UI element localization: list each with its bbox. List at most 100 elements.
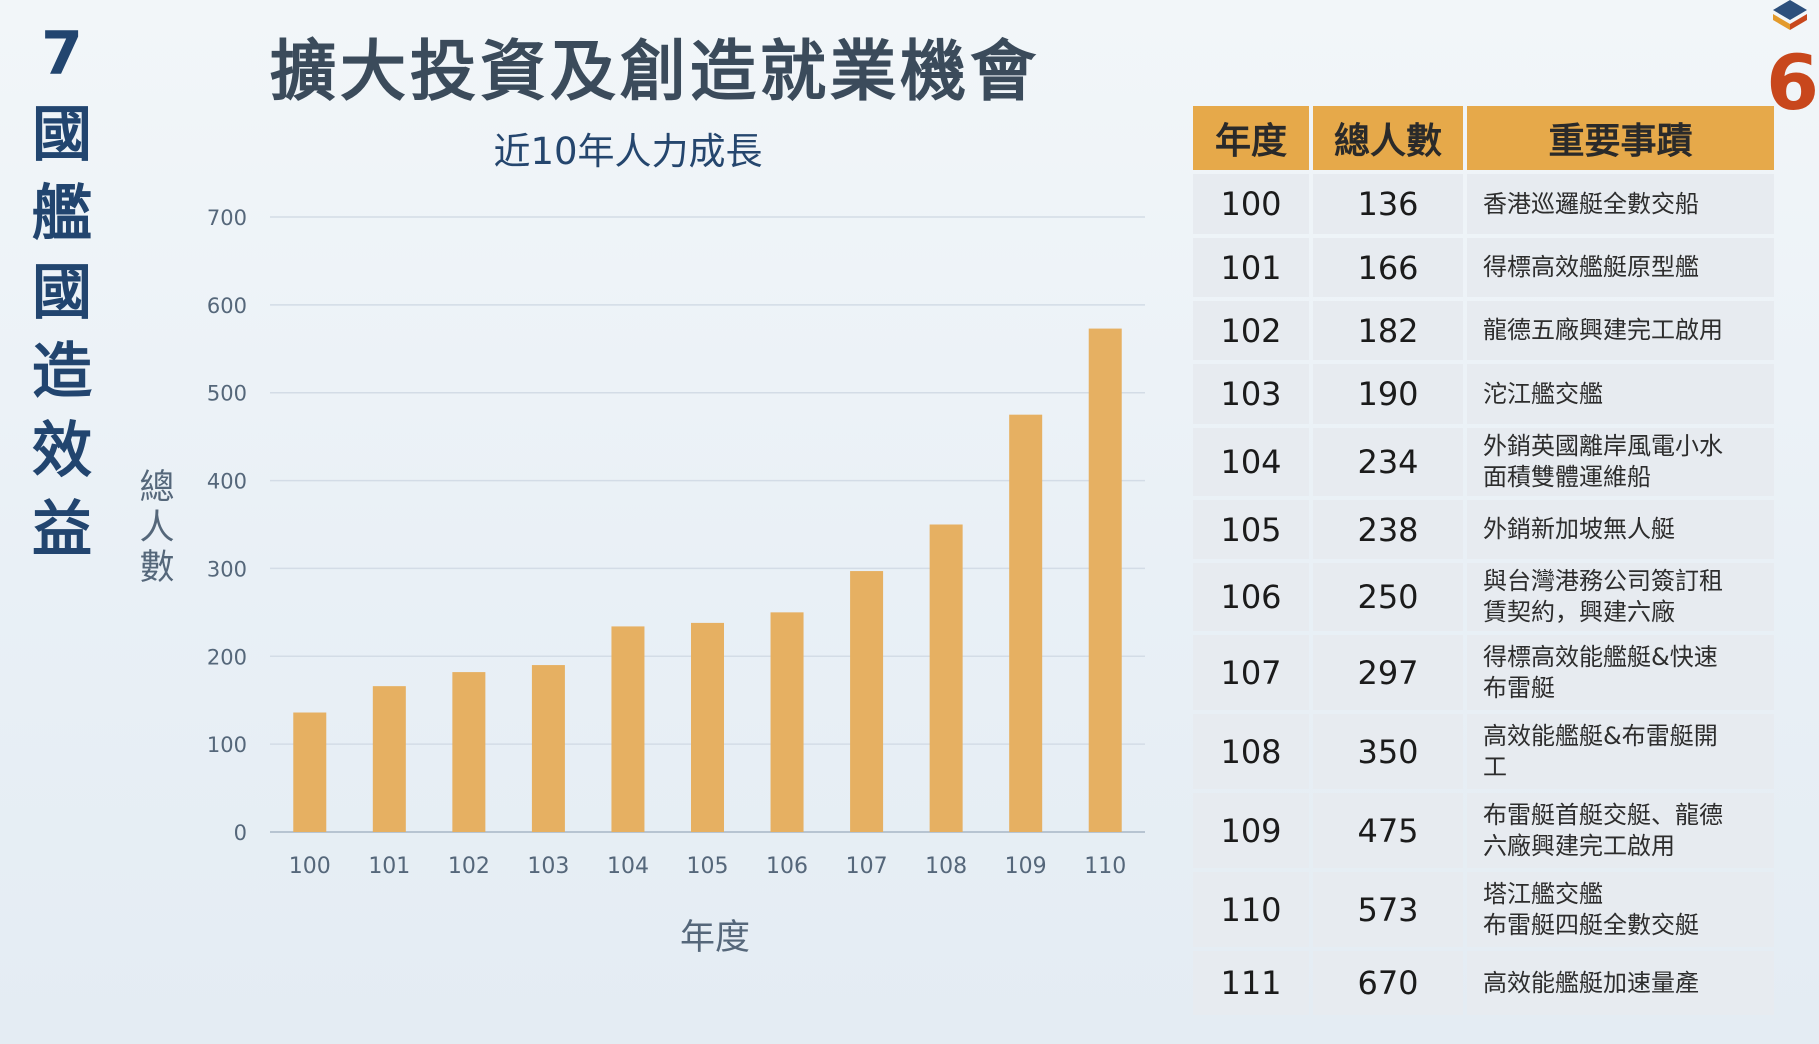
- cell-year: 103: [1193, 364, 1309, 424]
- header-year: 年度: [1193, 106, 1309, 170]
- y-tick-label: 300: [207, 557, 247, 581]
- cell-year: 111: [1193, 951, 1309, 1015]
- y-axis-label: 總人數: [139, 468, 174, 588]
- cell-event: 外銷新加坡無人艇: [1467, 500, 1774, 559]
- cell-year: 109: [1193, 793, 1309, 868]
- table-row: 110 573 塔江艦交艦 布雷艇四艇全數交艇: [1193, 872, 1778, 947]
- side-title-char: 造: [32, 337, 92, 407]
- cell-year: 104: [1193, 428, 1309, 496]
- table-row: 109 475 布雷艇首艇交艇、龍德 六廠興建完工啟用: [1193, 793, 1778, 868]
- x-tick-label: 108: [925, 854, 967, 879]
- table-row: 107 297 得標高效能艦艇&快速 布雷艇: [1193, 635, 1778, 710]
- side-title-char: 效: [32, 416, 92, 486]
- table-body: 100 136 香港巡邏艇全數交船 101 166 得標高效艦艇原型艦 102 182 龍德五廠…: [1193, 174, 1778, 1015]
- cell-count: 670: [1313, 951, 1463, 1015]
- cell-year: 110: [1193, 872, 1309, 947]
- header-count: 總人數: [1313, 106, 1463, 170]
- cell-event: 高效能艦艇加速量產: [1467, 951, 1774, 1015]
- cell-year: 105: [1193, 500, 1309, 559]
- table-row: 101 166 得標高效艦艇原型艦: [1193, 238, 1778, 297]
- cell-count: 297: [1313, 635, 1463, 710]
- cell-event: 香港巡邏艇全數交船: [1467, 174, 1774, 234]
- bar: [1009, 414, 1043, 832]
- cell-count: 350: [1313, 714, 1463, 789]
- y-tick-label: 500: [207, 382, 247, 406]
- bar: [1088, 328, 1122, 832]
- table-row: 108 350 高效能艦艇&布雷艇開 工: [1193, 714, 1778, 789]
- x-tick-label: 107: [846, 854, 888, 879]
- chart-title: 近10年人力成長: [493, 130, 762, 173]
- x-tick-label: 105: [687, 854, 729, 879]
- cell-year: 101: [1193, 238, 1309, 297]
- x-tick-label: 101: [368, 854, 410, 879]
- table-row: 104 234 外銷英國離岸風電小水 面積雙體運維船: [1193, 428, 1778, 496]
- table-row: 102 182 龍德五廠興建完工啟用: [1193, 301, 1778, 360]
- bar: [452, 672, 486, 832]
- y-axis-label-char: 總: [139, 468, 174, 508]
- bar: [929, 524, 963, 832]
- y-tick-label: 600: [207, 294, 247, 318]
- y-axis-label-char: 數: [139, 548, 174, 588]
- bar: [611, 626, 645, 832]
- cell-event: 沱江艦交艦: [1467, 364, 1774, 424]
- table-row: 111 670 高效能艦艇加速量產: [1193, 951, 1778, 1015]
- cell-count: 475: [1313, 793, 1463, 868]
- cell-event: 外銷英國離岸風電小水 面積雙體運維船: [1467, 428, 1774, 496]
- side-title-char: 益: [32, 495, 92, 565]
- table-row: 106 250 與台灣港務公司簽訂租 賃契約，興建六廠: [1193, 563, 1778, 631]
- cell-count: 166: [1313, 238, 1463, 297]
- side-title-char: 國: [32, 100, 92, 170]
- side-title-char: 國: [32, 258, 92, 328]
- x-tick-label: 109: [1005, 854, 1047, 879]
- cell-count: 136: [1313, 174, 1463, 234]
- y-tick-label: 400: [207, 470, 247, 494]
- x-tick-label: 106: [766, 854, 808, 879]
- y-tick-label: 0: [234, 821, 247, 845]
- cell-count: 190: [1313, 364, 1463, 424]
- bar: [293, 712, 327, 832]
- cell-count: 573: [1313, 872, 1463, 947]
- x-ticks: 100 101 102 103 104 105 106 107 108 109 110: [289, 854, 1126, 879]
- cell-event: 布雷艇首艇交艇、龍德 六廠興建完工啟用: [1467, 793, 1774, 868]
- bars: [293, 328, 1122, 832]
- x-tick-label: 110: [1084, 854, 1126, 879]
- cell-year: 100: [1193, 174, 1309, 234]
- cell-event: 得標高效能艦艇&快速 布雷艇: [1467, 635, 1774, 710]
- side-title-char: 艦: [32, 179, 92, 249]
- cell-year: 102: [1193, 301, 1309, 360]
- bar: [770, 612, 804, 832]
- cell-year: 108: [1193, 714, 1309, 789]
- side-title: 7 國 艦 國 造 效 益: [22, 22, 102, 570]
- x-tick-label: 103: [527, 854, 569, 879]
- milestone-table: 年度 總人數 重要事蹟 100 136 香港巡邏艇全數交船 101 166 得標高效艦艇原…: [1193, 106, 1778, 1015]
- side-title-number: 7: [41, 19, 83, 89]
- page-number: 6: [1766, 38, 1819, 127]
- x-axis-label: 年度: [680, 918, 750, 958]
- bar: [691, 622, 724, 832]
- table-header: 年度 總人數 重要事蹟: [1193, 106, 1778, 170]
- y-tick-label: 200: [207, 645, 247, 669]
- bar: [531, 665, 565, 832]
- table-row: 105 238 外銷新加坡無人艇: [1193, 500, 1778, 559]
- y-tick-label: 100: [207, 733, 247, 757]
- x-tick-label: 102: [448, 854, 490, 879]
- cell-count: 182: [1313, 301, 1463, 360]
- cell-event: 龍德五廠興建完工啟用: [1467, 301, 1774, 360]
- table-row: 100 136 香港巡邏艇全數交船: [1193, 174, 1778, 234]
- cell-year: 107: [1193, 635, 1309, 710]
- header-event: 重要事蹟: [1467, 106, 1774, 170]
- y-axis-label-char: 人: [139, 508, 174, 548]
- cell-event: 與台灣港務公司簽訂租 賃契約，興建六廠: [1467, 563, 1774, 631]
- cell-event: 塔江艦交艦 布雷艇四艇全數交艇: [1467, 872, 1774, 947]
- logo-icon: [1773, 0, 1807, 30]
- cell-event: 高效能艦艇&布雷艇開 工: [1467, 714, 1774, 789]
- cell-count: 234: [1313, 428, 1463, 496]
- cell-event: 得標高效艦艇原型艦: [1467, 238, 1774, 297]
- bar: [372, 686, 406, 832]
- x-tick-label: 100: [289, 854, 331, 879]
- x-tick-label: 104: [607, 854, 649, 879]
- y-tick-label: 700: [207, 206, 247, 230]
- cell-count: 250: [1313, 563, 1463, 631]
- cell-count: 238: [1313, 500, 1463, 559]
